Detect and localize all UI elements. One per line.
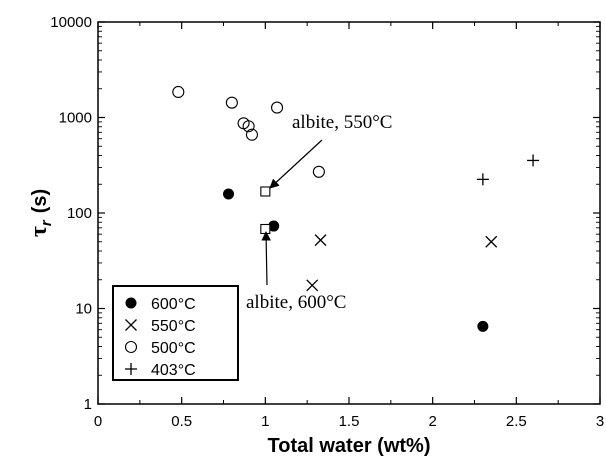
x-tick-label: 2 xyxy=(428,413,436,430)
y-tick-label: 100 xyxy=(67,205,92,222)
data-point xyxy=(172,85,185,99)
svg-text:τr(s): τr (s) xyxy=(26,189,55,237)
y-axis-subscript: r xyxy=(38,219,55,226)
data-point xyxy=(225,96,238,109)
x-tick-label: 0 xyxy=(94,413,102,430)
data-point xyxy=(527,154,540,167)
data-point xyxy=(223,188,235,200)
data-point xyxy=(485,235,498,248)
data-point xyxy=(268,220,280,232)
data-point xyxy=(476,173,489,186)
legend-marker xyxy=(125,319,137,331)
axis-ticks xyxy=(97,21,601,405)
y-tick-label: 1 xyxy=(84,396,92,413)
x-axis-title: Total water (wt%) xyxy=(268,435,431,457)
data-point xyxy=(242,120,255,133)
legend-label: 600°C xyxy=(151,296,196,313)
reference-point xyxy=(260,186,271,197)
legend-label: 500°C xyxy=(151,340,196,357)
data-points xyxy=(172,85,540,332)
annotation-albite-600: albite, 600°C xyxy=(246,292,346,313)
x-tick-label: 1 xyxy=(261,413,269,430)
x-tick-label: 1.5 xyxy=(339,413,360,430)
legend-marker xyxy=(125,363,137,375)
legend: 600°C 550°C 500°C 403°C xyxy=(112,285,239,381)
y-tick-label: 1000 xyxy=(59,110,92,127)
y-tick-label: 10 xyxy=(75,301,92,318)
y-axis-symbol: τ xyxy=(26,226,52,237)
legend-label: 550°C xyxy=(151,318,196,335)
axis-tick-labels: 0 0.5 1 1.5 2 2.5 3 1 10 100 1000 10000 xyxy=(50,14,604,430)
data-point xyxy=(314,234,327,247)
data-point xyxy=(312,165,325,178)
x-tick-label: 3 xyxy=(596,413,604,430)
data-point xyxy=(306,279,319,292)
y-axis-unit: (s) xyxy=(29,189,51,213)
y-tick-label: 10000 xyxy=(50,14,92,31)
data-point xyxy=(245,128,258,141)
reference-points xyxy=(260,186,271,235)
legend-marker xyxy=(125,297,137,309)
x-tick-label: 0.5 xyxy=(171,413,192,430)
legend-label: 403°C xyxy=(151,362,196,379)
arrow-albite-550 xyxy=(269,139,323,189)
legend-items: 600°C 550°C 500°C 403°C xyxy=(124,296,196,379)
data-point xyxy=(477,320,489,332)
x-tick-label: 2.5 xyxy=(506,413,527,430)
legend-marker xyxy=(124,340,138,354)
annotation-albite-550: albite, 550°C xyxy=(292,112,392,133)
reference-point xyxy=(260,223,271,235)
y-axis-title: τr (s) xyxy=(26,189,55,237)
arrow-albite-600 xyxy=(261,231,271,286)
data-point xyxy=(270,101,284,114)
